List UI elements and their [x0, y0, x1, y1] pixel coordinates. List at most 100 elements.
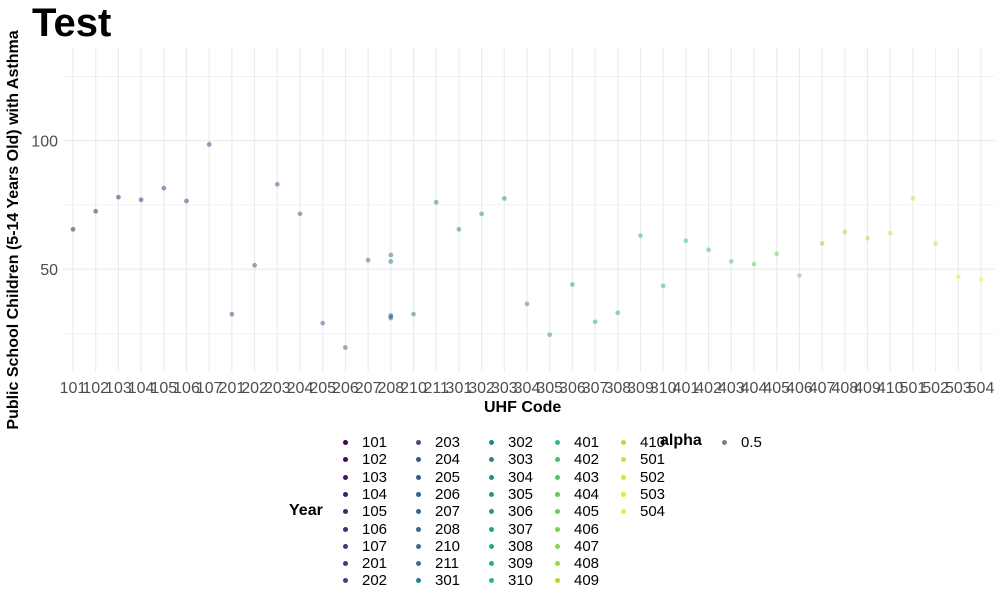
data-point [388, 252, 394, 258]
legend-key-dot [343, 440, 348, 445]
x-tick-label: 410 [877, 380, 904, 397]
legend-key-dot [555, 526, 560, 532]
y-axis-label: Public School Children (5-14 Years Old) … [5, 30, 22, 430]
data-point [524, 301, 530, 307]
legend-label: 402 [574, 451, 600, 469]
legend-key-dot [416, 474, 421, 480]
data-point [570, 282, 575, 287]
legend-key-dot [489, 474, 494, 480]
data-point [638, 233, 643, 239]
x-tick-label: 502 [922, 380, 949, 397]
x-tick-label: 105 [150, 380, 177, 397]
data-point [138, 197, 144, 203]
legend-key-dot [489, 526, 494, 532]
legend-key-dot [621, 491, 626, 497]
legend-key-dot [343, 526, 348, 532]
legend-label: 305 [508, 485, 534, 503]
data-point [751, 261, 757, 267]
x-tick-label: 104 [128, 380, 155, 397]
x-tick-label: 401 [673, 380, 700, 397]
legend-key-dot [555, 457, 560, 463]
legend-key-dot [555, 561, 560, 567]
data-point [479, 211, 484, 217]
legend-label: 404 [574, 485, 600, 503]
data-point [297, 211, 303, 217]
legend-label: 105 [362, 503, 388, 521]
legend-key-dot [489, 457, 494, 463]
legend-label: 208 [435, 520, 461, 538]
x-tick-label: 504 [968, 380, 995, 397]
data-point [887, 230, 893, 236]
x-tick-label: 305 [536, 380, 563, 397]
x-tick-label: 310 [650, 380, 677, 397]
data-point [660, 283, 666, 289]
legend-label: 204 [435, 451, 461, 469]
data-point [388, 315, 394, 321]
legend-label: 410 [640, 434, 666, 451]
x-tick-label: 211 [423, 380, 449, 397]
x-tick-label: 501 [900, 380, 927, 397]
x-tick-label: 405 [763, 380, 790, 397]
x-tick-label: 304 [514, 380, 541, 397]
legend-label: 501 [640, 451, 666, 469]
legend-label: 503 [640, 485, 666, 503]
legend-label: 104 [362, 485, 388, 503]
data-point [184, 198, 189, 204]
data-point [456, 226, 462, 232]
x-tick-label: 204 [287, 380, 314, 397]
x-tick-label: 309 [627, 380, 654, 397]
legend-key-dot [343, 491, 348, 497]
legend-label: 205 [435, 468, 461, 486]
x-tick-label: 203 [264, 380, 291, 397]
x-tick-label: 409 [854, 380, 881, 397]
legend-key-dot [555, 543, 560, 549]
data-point [252, 262, 257, 268]
data-point [93, 208, 99, 214]
legend-label: 203 [435, 434, 461, 451]
grid-lines [63, 48, 995, 372]
data-point [774, 251, 780, 257]
legend-key-dot [416, 578, 421, 584]
legend-label: 211 [435, 555, 459, 573]
x-tick-label: 407 [809, 380, 836, 397]
legend-key-dot [621, 440, 626, 445]
legend-title-year: Year [289, 502, 323, 519]
legend-label: 206 [435, 485, 461, 503]
data-point [955, 274, 961, 280]
legend-key-dot [555, 474, 560, 480]
legend-key-dot [489, 561, 494, 567]
data-point [592, 319, 598, 325]
x-tick-label: 208 [377, 380, 404, 397]
legend-label: 308 [508, 537, 534, 555]
legend-label: 309 [508, 555, 534, 573]
legend-key-dot [555, 509, 560, 515]
legend-key-dot [555, 440, 560, 445]
legend-label: 103 [362, 468, 388, 486]
x-tick-label: 106 [173, 380, 200, 397]
x-tick-label: 206 [332, 380, 359, 397]
x-tick-label: 103 [105, 380, 132, 397]
legend-label: 406 [574, 520, 600, 538]
data-point [865, 235, 870, 241]
legend-key-dot [416, 509, 421, 515]
legend-label: 407 [574, 537, 600, 555]
x-tick-label: 404 [741, 380, 768, 397]
data-point [343, 345, 348, 350]
legend-key-dot [489, 543, 494, 549]
legend-key-dot [416, 440, 421, 445]
x-tick-label: 307 [582, 380, 609, 397]
data-point [433, 199, 439, 205]
data-point [320, 320, 326, 326]
x-tick-label: 303 [491, 380, 518, 397]
legend-key-dot [416, 491, 421, 497]
x-axis-label: UHF Code [484, 399, 562, 416]
data-point [547, 332, 553, 338]
x-tick-label: 210 [400, 380, 427, 397]
data-point [274, 181, 280, 187]
legend-key-dot [343, 561, 348, 567]
data-point [683, 238, 689, 244]
legend-label: 201 [362, 555, 388, 573]
legend-key-dot [416, 543, 421, 549]
x-tick-label: 207 [355, 380, 382, 397]
legend-label: 306 [508, 503, 534, 521]
